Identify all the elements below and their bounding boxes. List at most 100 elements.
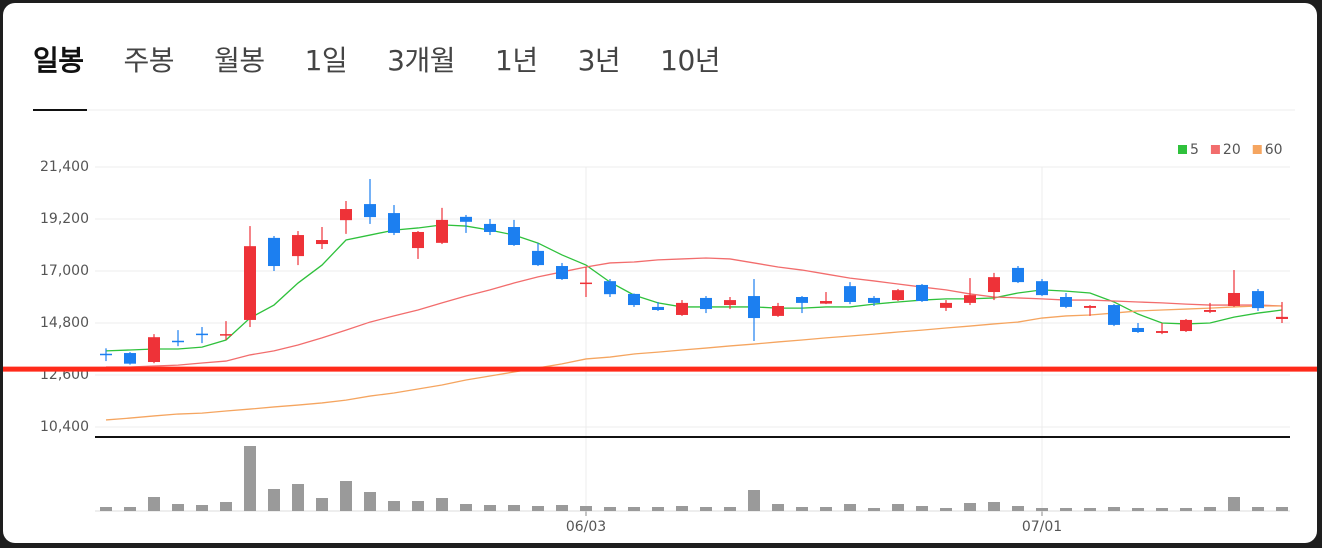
volume-bar (916, 506, 928, 511)
period-tabs: 일봉 주봉 월봉 1일 3개월 1년 3년 10년 (33, 39, 760, 89)
volume-bar (1228, 497, 1240, 511)
volume-bar (1204, 507, 1216, 511)
volume-bar (892, 504, 904, 511)
period-tab[interactable]: 주봉 (123, 44, 175, 77)
volume-bar (484, 505, 496, 511)
volume-bar (964, 503, 976, 511)
candle-body (700, 297, 712, 310)
volume-bar (172, 504, 184, 511)
volume-bar (700, 507, 712, 511)
period-tab[interactable]: 1일 (304, 44, 348, 77)
volume-bar (220, 502, 232, 511)
legend-swatch (1252, 145, 1262, 154)
volume-bar (796, 507, 808, 511)
moving-average-line (105, 305, 1282, 421)
candle-body (340, 209, 352, 221)
volume-bar (340, 481, 352, 511)
volume-bar (1276, 507, 1288, 511)
candle-body (988, 277, 1000, 293)
candle-body (556, 266, 568, 280)
candle-body (1252, 291, 1264, 309)
legend-label: 20 (1223, 142, 1241, 158)
candle-body (388, 213, 400, 233)
legend-swatch (1178, 145, 1187, 154)
candle-body (1180, 319, 1192, 332)
candle-body (412, 231, 424, 249)
volume-bar (940, 508, 952, 511)
volume-bar (1252, 507, 1264, 511)
volume-bar (676, 506, 688, 511)
volume-bar (268, 489, 280, 511)
volume-bar (772, 504, 784, 511)
volume-bar (580, 506, 592, 511)
moving-average-line (106, 257, 1283, 368)
volume-bar (436, 498, 448, 511)
candle-body (820, 301, 832, 304)
candle-body (724, 300, 736, 306)
period-tab[interactable]: 1년 (495, 44, 538, 77)
volume-bar (1012, 506, 1024, 511)
volume-bar (196, 505, 208, 511)
candle-body (100, 353, 112, 356)
candle-body (244, 246, 256, 320)
y-tick-label: 10,400 (40, 419, 89, 435)
candle-body (844, 286, 856, 302)
chart: 10,40012,60014,80017,00019,20021,40006/0… (3, 109, 1317, 535)
period-tab[interactable]: 3년 (577, 44, 621, 77)
volume-bar (1108, 507, 1120, 511)
volume-bar (148, 497, 160, 511)
card: 일봉 주봉 월봉 1일 3개월 1년 3년 10년 10,400 12,600 14,800 17,… (3, 3, 1317, 543)
volume-bar (556, 505, 568, 511)
candle-body (268, 237, 280, 267)
candle-body (172, 340, 184, 343)
candle-body (460, 216, 472, 222)
candle-body (772, 305, 784, 316)
candle-body (628, 293, 640, 306)
candle-body (940, 302, 952, 308)
candle-body (436, 219, 448, 243)
candle-body (292, 235, 304, 257)
volume-bar (460, 504, 472, 511)
candle-body (1204, 310, 1216, 312)
candle-body (1060, 297, 1072, 307)
candle-body (916, 284, 928, 302)
candle-body (964, 295, 976, 303)
candle-body (1132, 327, 1144, 332)
candle-body (676, 302, 688, 315)
volume-bar (724, 507, 736, 511)
legend-swatch (1210, 145, 1220, 154)
candle-body (1156, 331, 1168, 333)
candle-body (604, 281, 616, 295)
volume-bar (1084, 508, 1096, 511)
volume-bar (1156, 508, 1168, 511)
period-tab[interactable]: 월봉 (214, 44, 265, 77)
period-tab[interactable]: 일봉 (33, 44, 84, 77)
volume-bar (124, 507, 136, 511)
x-tick-label: 06/03 (566, 519, 606, 535)
candle-body (892, 290, 904, 301)
volume-bar (412, 501, 424, 511)
candle-body (124, 353, 136, 364)
candle-body (1012, 267, 1024, 283)
moving-average-line (105, 224, 1283, 352)
volume-bar (844, 504, 856, 511)
candle-body (652, 306, 664, 311)
volume-bar (316, 498, 328, 511)
legend-label: 60 (1265, 142, 1283, 158)
volume-bar (100, 507, 112, 511)
period-tab[interactable]: 10년 (660, 44, 721, 77)
candle-body (580, 282, 592, 285)
candle-body (1228, 292, 1240, 306)
volume-bar (652, 507, 664, 511)
x-tick-label: 07/01 (1022, 519, 1062, 535)
volume-bar (1132, 508, 1144, 511)
candle-body (508, 227, 520, 245)
period-tab[interactable]: 3개월 (387, 44, 456, 77)
y-tick-label: 14,800 (40, 315, 89, 331)
candle-body (532, 250, 544, 266)
candle-body (748, 296, 760, 319)
volume-bar (868, 508, 880, 511)
volume-bar (748, 490, 760, 511)
candle-body (1084, 305, 1096, 308)
